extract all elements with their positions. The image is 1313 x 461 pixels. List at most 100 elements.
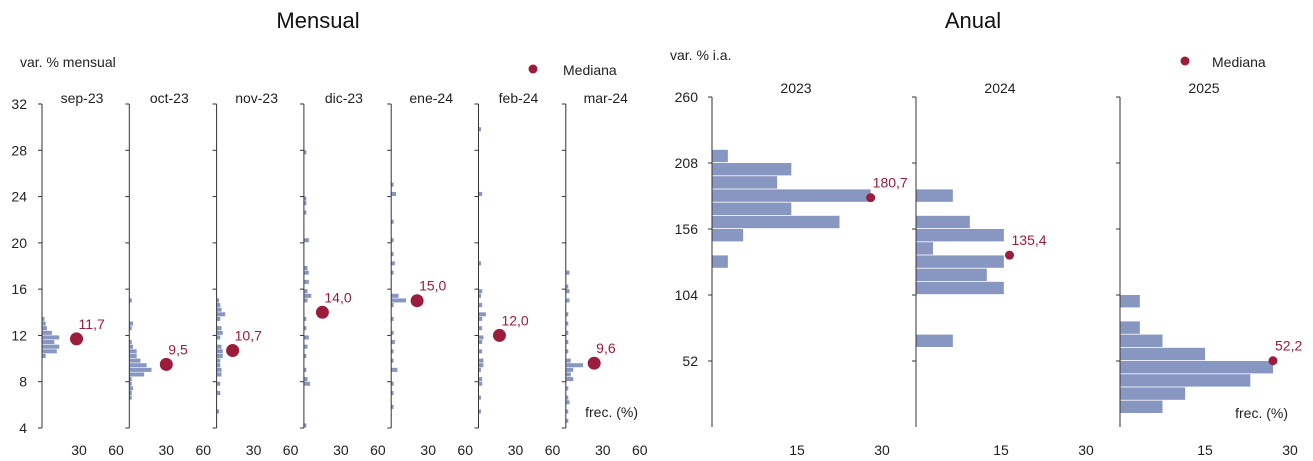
histogram-bar [303,210,307,215]
histogram-bar [391,390,394,395]
histogram-bar [712,215,840,229]
histogram-bar [565,377,574,382]
histogram-bar [129,298,132,303]
histogram-bar [391,191,397,196]
histogram-bar [303,353,307,358]
histogram-bar [712,176,778,189]
median-marker [159,357,173,371]
histogram-bar [303,150,307,155]
histogram-bar [129,340,132,345]
histogram-bar [391,293,399,298]
mensual-legend-label: Mediana [563,62,617,78]
histogram-bar [42,326,47,331]
histogram-bar [216,409,220,414]
x-tick-label: 30 [595,442,611,458]
histogram-bar [42,353,46,358]
histogram-bar [303,201,307,206]
histogram-bar [391,404,394,409]
histogram-bar [1120,387,1186,400]
median-marker [1268,356,1278,366]
histogram-bar [712,189,871,202]
histogram-bar [478,358,484,363]
histogram-bar [129,353,137,358]
panel-nov-23: nov-23 30 60 10,7 [212,90,299,458]
anual-legend-label: Mediana [1212,54,1266,70]
anual-ylabel: var. % i.a. [670,47,731,63]
panel-mar-24: mar-24 30 60 9,6 [561,90,648,458]
histogram-bar [303,279,309,284]
histogram-bar [42,340,55,345]
histogram-bar [565,372,571,377]
panel-title: dic-23 [325,90,363,106]
histogram-bar [565,289,570,294]
x-tick-label: 30 [1078,442,1094,458]
x-tick-label: 60 [632,442,648,458]
histogram-bar [565,409,569,414]
histogram-bar [129,349,137,354]
histogram-bar [916,189,953,202]
histogram-bar [303,298,308,303]
histogram-bar [916,229,1004,242]
y-tick-label: 28 [11,142,27,158]
histogram-bar [129,372,145,377]
median-label: 9,5 [168,341,188,357]
x-tick-label: 60 [457,442,473,458]
histogram-bar [565,367,574,372]
histogram-bar [391,330,394,335]
histogram-bar [42,349,57,354]
histogram-bar [391,303,394,308]
histogram-bar [565,395,569,400]
histogram-bar [129,321,133,326]
histogram-bar [42,316,45,321]
histogram-bar [478,191,483,196]
histogram-bar [42,344,60,349]
histogram-bar [916,255,1004,268]
histogram-bar [303,238,309,243]
anual-xlabel: frec. (%) [1235,405,1288,421]
histogram-bar [565,358,571,363]
histogram-bar [565,340,569,345]
histogram-bar [916,242,933,255]
histogram-bar [303,293,312,298]
histogram-bar [129,395,132,400]
histogram-bar [216,363,221,368]
x-tick-label: 30 [1282,442,1298,458]
histogram-bar [303,367,307,372]
histogram-bar [478,261,481,266]
histogram-bar [129,386,133,391]
histogram-bar [565,349,569,354]
histogram-bar [216,312,226,317]
y-tick-label: 20 [11,235,27,251]
histogram-bar [478,340,483,345]
panel-dic-23: dic-23 30 60 14,0 [299,90,386,458]
y-tick-label: 156 [675,221,699,237]
histogram-bar [1120,400,1163,413]
mensual-title: Mensual [276,8,359,33]
histogram-bar [391,381,394,386]
histogram-bar [303,266,308,271]
median-marker [70,332,84,346]
histogram-bar [391,367,398,372]
median-label: 180,7 [873,175,908,191]
histogram-bar [565,400,570,405]
panel-title: 2025 [1188,80,1219,96]
histogram-bar [216,381,221,386]
median-label: 9,6 [596,340,616,356]
panel-oct-23: oct-23 30 60 9,5 [125,90,211,458]
histogram-bar [129,390,132,395]
panel-ene-24: ene-24 30 60 15,0 [387,90,473,458]
mensual-xlabel: frec. (%) [585,404,638,420]
x-tick-label: 30 [159,442,175,458]
histogram-bar [565,312,569,317]
histogram-bar [216,390,221,395]
x-tick-label: 60 [370,442,386,458]
histogram-bar [712,149,728,163]
histogram-bar [391,358,394,363]
histogram-bar [916,215,970,229]
x-tick-label: 30 [420,442,436,458]
histogram-bar [303,344,308,349]
histogram-bar [478,316,483,321]
histogram-bar [216,372,222,377]
panel-2023: 2023 15 30 180,7 [708,80,908,458]
